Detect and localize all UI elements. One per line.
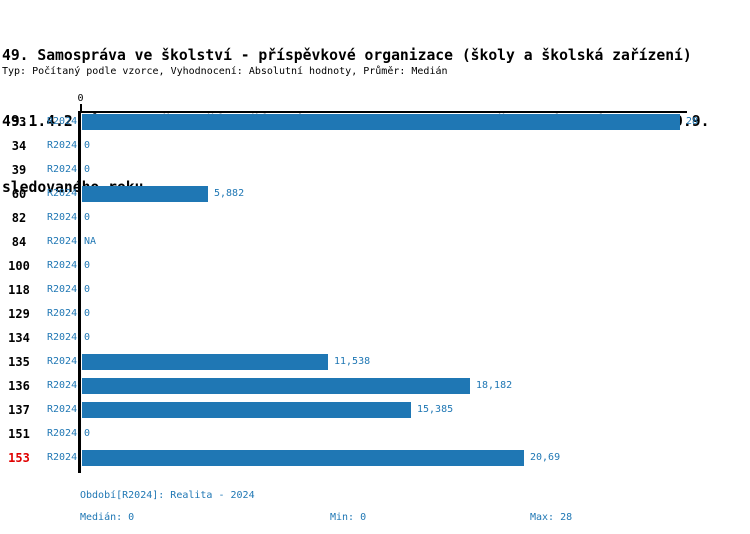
row-value-label: 0 — [84, 164, 91, 175]
row-category-label: 118 — [8, 283, 30, 297]
row-series-label: R2024 — [47, 164, 78, 175]
x-axis-tick-mark — [80, 104, 82, 112]
row-series-label: R2024 — [47, 116, 78, 127]
chart-row: 33 R2024 28 — [0, 114, 750, 130]
chart-row: 137 R2024 15,385 — [0, 402, 750, 418]
row-bar — [82, 450, 524, 466]
footer-period-label: Období[R2024]: Realita - 2024 — [80, 490, 255, 501]
row-category-label: 135 — [8, 355, 30, 369]
row-bar — [82, 114, 680, 130]
row-bar — [82, 354, 328, 370]
chart-row: 135 R2024 11,538 — [0, 354, 750, 370]
chart-row: 82 R2024 0 — [0, 210, 750, 226]
row-category-label: 134 — [8, 331, 30, 345]
footer-max-stat: Max: 28 — [530, 512, 573, 523]
report-meta-line: Typ: Počítaný podle vzorce, Vyhodnocení:… — [2, 66, 448, 77]
chart-row: 153 R2024 20,69 — [0, 450, 750, 466]
chart-row: 39 R2024 0 — [0, 162, 750, 178]
row-category-label: 84 — [11, 235, 27, 249]
row-category-label: 82 — [11, 211, 27, 225]
row-bar — [82, 402, 411, 418]
chart-row: 100 R2024 0 — [0, 258, 750, 274]
chart-row: 118 R2024 0 — [0, 282, 750, 298]
row-series-label: R2024 — [47, 380, 78, 391]
row-value-label: 0 — [84, 260, 91, 271]
row-series-label: R2024 — [47, 356, 78, 367]
row-series-label: R2024 — [47, 452, 78, 463]
chart-row: 151 R2024 0 — [0, 426, 750, 442]
chart-row: 134 R2024 0 — [0, 330, 750, 346]
row-category-label: 137 — [8, 403, 30, 417]
row-value-label: 0 — [84, 140, 91, 151]
footer-median-stat: Medián: 0 — [80, 512, 135, 523]
chart-row: 84 R2024 NA — [0, 234, 750, 250]
row-series-label: R2024 — [47, 260, 78, 271]
title-line-1: 49. Samospráva ve školství - příspěvkové… — [2, 47, 692, 64]
row-series-label: R2024 — [47, 212, 78, 223]
chart-row: 34 R2024 0 — [0, 138, 750, 154]
row-value-label: 28 — [686, 116, 699, 127]
row-category-label: 34 — [11, 139, 27, 153]
row-series-label: R2024 — [47, 332, 78, 343]
row-series-label: R2024 — [47, 236, 78, 247]
y-axis-line — [78, 111, 81, 473]
row-series-label: R2024 — [47, 404, 78, 415]
row-category-label: 153 — [8, 451, 30, 465]
row-value-label: 15,385 — [417, 404, 454, 415]
chart-row: 129 R2024 0 — [0, 306, 750, 322]
row-value-label: 0 — [84, 212, 91, 223]
row-series-label: R2024 — [47, 308, 78, 319]
horizontal-bar-chart: 0 33 R2024 28 34 R2024 0 39 R2024 0 60 R2024 5,882 8… — [0, 93, 750, 473]
row-series-label: R2024 — [47, 428, 78, 439]
row-value-label: 0 — [84, 308, 91, 319]
row-bar — [82, 186, 208, 202]
row-category-label: 129 — [8, 307, 30, 321]
row-series-label: R2024 — [47, 140, 78, 151]
row-value-label: NA — [84, 236, 97, 247]
row-value-label: 0 — [84, 332, 91, 343]
row-series-label: R2024 — [47, 284, 78, 295]
row-value-label: 0 — [84, 284, 91, 295]
x-axis-line — [80, 111, 687, 113]
row-category-label: 151 — [8, 427, 30, 441]
row-value-label: 5,882 — [214, 188, 245, 199]
row-bar — [82, 378, 470, 394]
row-category-label: 136 — [8, 379, 30, 393]
row-category-label: 39 — [11, 163, 27, 177]
chart-row: 136 R2024 18,182 — [0, 378, 750, 394]
row-value-label: 0 — [84, 428, 91, 439]
row-category-label: 33 — [11, 115, 27, 129]
row-value-label: 18,182 — [476, 380, 513, 391]
chart-row: 60 R2024 5,882 — [0, 186, 750, 202]
row-value-label: 11,538 — [334, 356, 371, 367]
row-category-label: 60 — [11, 187, 27, 201]
row-series-label: R2024 — [47, 188, 78, 199]
x-axis-origin-tick-label: 0 — [77, 93, 84, 104]
row-category-label: 100 — [8, 259, 30, 273]
footer-min-stat: Min: 0 — [330, 512, 367, 523]
row-value-label: 20,69 — [530, 452, 561, 463]
